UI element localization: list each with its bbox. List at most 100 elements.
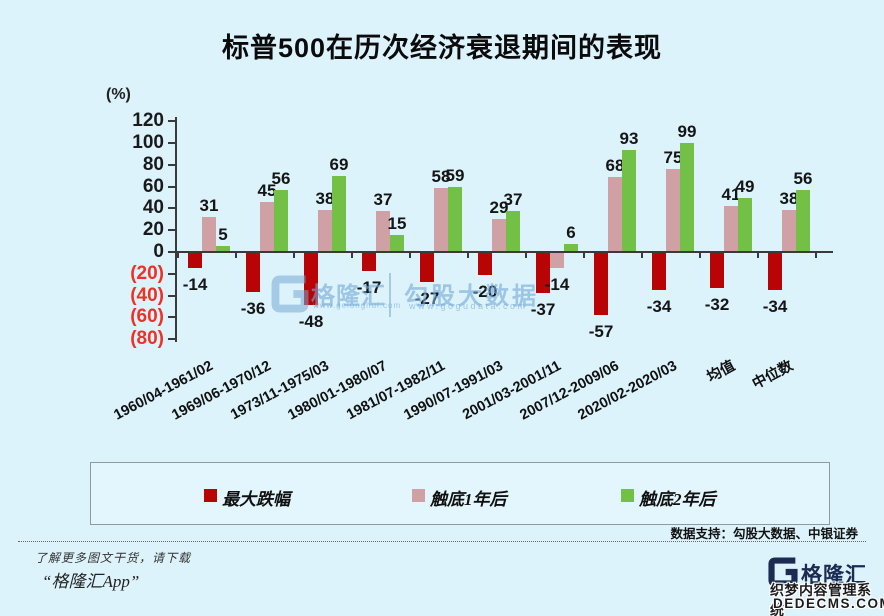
- bar-max_drawdown-8: [652, 253, 666, 290]
- category-tick-mark: [351, 253, 353, 258]
- bar-value-label: 56: [793, 169, 813, 188]
- y-tick-mark: [168, 338, 176, 341]
- bar-one_year_after-9: [724, 206, 738, 251]
- bar-max_drawdown-0: [188, 253, 202, 268]
- bar-value-label: 56: [271, 169, 291, 188]
- data-source-note: 数据支持：勾股大数据、中银证券: [670, 527, 858, 541]
- y-tick-label: 0: [153, 241, 164, 262]
- watermark-data-brand-url: www.gogudata.com: [409, 301, 528, 311]
- y-tick-mark: [168, 142, 176, 145]
- bar-max_drawdown-7: [594, 253, 608, 315]
- y-axis-unit-label: (%): [106, 86, 131, 103]
- bar-value-label: 6: [566, 223, 576, 242]
- bar-two_years_after-9: [738, 198, 752, 251]
- category-tick-mark: [757, 253, 759, 258]
- x-axis-line: [175, 251, 833, 253]
- bar-value-label: -20: [472, 282, 498, 301]
- category-tick-mark: [235, 253, 237, 258]
- bar-value-label: 37: [503, 190, 523, 209]
- bar-one_year_after-10: [782, 210, 796, 251]
- bar-value-label: 45: [257, 181, 277, 200]
- bar-value-label: 5: [218, 225, 228, 244]
- category-tick-mark: [699, 253, 701, 258]
- bar-value-label: -37: [530, 300, 556, 319]
- bar-value-label: 93: [619, 129, 639, 148]
- cms-watermark-text: 织梦内容管理系统: [770, 582, 872, 616]
- bar-value-label: 68: [605, 156, 625, 175]
- y-tick-label: 80: [142, 153, 164, 175]
- bar-two_years_after-0: [216, 246, 230, 251]
- category-tick-mark: [409, 253, 411, 258]
- bar-value-label: 15: [387, 214, 407, 233]
- y-tick-label: (20): [130, 262, 164, 284]
- legend: 最大跌幅 触底1年后 触底2年后: [90, 462, 830, 525]
- bar-value-label: 99: [677, 122, 697, 141]
- category-tick-mark: [293, 253, 295, 258]
- bar-value-label: -17: [356, 278, 382, 297]
- y-tick-label: 60: [142, 175, 164, 197]
- bar-value-label: 75: [663, 148, 683, 167]
- y-tick-mark: [168, 272, 176, 275]
- y-tick-label: 40: [142, 197, 164, 219]
- category-tick-mark: [583, 253, 585, 258]
- legend-label: 触底2年后: [639, 490, 716, 509]
- bar-two_years_after-10: [796, 190, 810, 251]
- bar-value-label: -57: [588, 322, 614, 341]
- bar-one_year_after-8: [666, 169, 680, 251]
- legend-label: 触底1年后: [430, 490, 507, 509]
- bar-max_drawdown-3: [362, 253, 376, 271]
- y-tick-label: 120: [132, 110, 164, 132]
- bar-value-label: -34: [762, 297, 788, 316]
- y-tick-mark: [168, 163, 176, 166]
- bar-max_drawdown-5: [478, 253, 492, 275]
- bar-two_years_after-6: [564, 244, 578, 251]
- bar-max_drawdown-10: [768, 253, 782, 290]
- category-tick-mark: [467, 253, 469, 258]
- bar-one_year_after-4: [434, 188, 448, 251]
- bar-one_year_after-5: [492, 219, 506, 251]
- bar-value-label: -14: [544, 275, 570, 294]
- category-tick-mark: [525, 253, 527, 258]
- bar-max_drawdown-6: [536, 253, 550, 293]
- bar-one_year_after-2: [318, 210, 332, 251]
- y-tick-mark: [168, 294, 176, 297]
- bar-two_years_after-2: [332, 176, 346, 251]
- y-tick-mark: [168, 207, 176, 210]
- bar-one_year_after-6: [550, 253, 564, 268]
- bar-value-label: -36: [240, 299, 266, 318]
- watermark-data-brand-text: 勾股大数据: [404, 283, 539, 310]
- bar-value-label: 31: [199, 196, 219, 215]
- cms-watermark-url: DEDECMS.COM: [773, 596, 884, 611]
- watermark-brand-url: www.gelonghui.com: [313, 301, 402, 310]
- footer-separator: [18, 541, 866, 542]
- bar-two_years_after-1: [274, 190, 288, 251]
- bar-value-label: 49: [735, 177, 755, 196]
- y-tick-mark: [168, 185, 176, 188]
- footer-app-name: “格隆汇App”: [42, 572, 140, 591]
- bar-value-label: -32: [704, 295, 730, 314]
- footer-brand-name: 格隆汇: [801, 564, 867, 587]
- bar-value-label: 69: [329, 155, 349, 174]
- watermark-divider: [389, 273, 391, 317]
- bar-two_years_after-5: [506, 211, 520, 251]
- y-tick-mark: [168, 251, 176, 253]
- gelonghui-logo-watermark-icon: [271, 275, 309, 313]
- category-tick-mark: [177, 253, 179, 258]
- legend-swatch-max_drawdown: [204, 489, 217, 502]
- bar-value-label: -34: [646, 297, 672, 316]
- y-axis-line: [175, 117, 177, 342]
- gelonghui-logo-icon: [768, 557, 798, 587]
- bar-value-label: 59: [445, 166, 465, 185]
- bar-one_year_after-3: [376, 211, 390, 251]
- bar-value-label: 58: [431, 167, 451, 186]
- category-tick-mark: [641, 253, 643, 258]
- bar-value-label: 38: [315, 189, 335, 208]
- bar-two_years_after-7: [622, 150, 636, 251]
- y-tick-label: 100: [132, 132, 164, 154]
- bar-value-label: -27: [414, 289, 440, 308]
- watermark-brand-text: 格隆汇: [311, 283, 386, 310]
- bar-value-label: 41: [721, 185, 741, 204]
- bar-value-label: -14: [182, 275, 208, 294]
- bar-two_years_after-3: [390, 235, 404, 251]
